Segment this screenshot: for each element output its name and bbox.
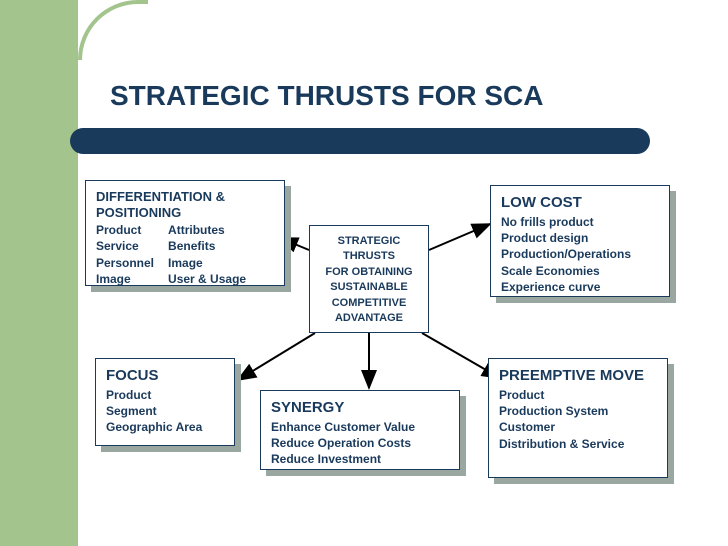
box-line: Image (96, 271, 154, 287)
left-color-strip (0, 0, 78, 546)
box-line: Scale Economies (501, 263, 659, 279)
box-title: PREEMPTIVE MOVE (499, 367, 657, 385)
arrow-line (429, 224, 490, 250)
box-title: DIFFERENTIATION & POSITIONING (96, 189, 274, 220)
box-content: FOCUS ProductSegmentGeographic Area (95, 358, 235, 446)
center-line: COMPETITIVE (316, 296, 422, 311)
box-line: Image (168, 255, 246, 271)
box-line: Segment (106, 403, 224, 419)
box-line: Experience curve (501, 279, 659, 295)
box-preemptive: PREEMPTIVE MOVE ProductProduction SystemC… (488, 358, 668, 478)
box-content: SYNERGY Enhance Customer ValueReduce Oper… (260, 390, 460, 470)
arrow-line (238, 333, 315, 380)
box-line: Production/Operations (501, 246, 659, 262)
box-line: Product (499, 387, 657, 403)
corner-accent (78, 0, 148, 60)
slide-title: STRATEGIC THRUSTS FOR SCA (110, 80, 543, 112)
center-line: STRATEGIC (316, 234, 422, 249)
box-line: Customer (499, 419, 657, 435)
box-differentiation: DIFFERENTIATION & POSITIONING ProductServ… (85, 180, 285, 286)
box-line: Personnel (96, 255, 154, 271)
box-line: Product design (501, 230, 659, 246)
box-title: LOW COST (501, 194, 659, 212)
box-line: Product (106, 387, 224, 403)
box-line: Benefits (168, 238, 246, 254)
box-line: Distribution & Service (499, 436, 657, 452)
box-line: User & Usage (168, 271, 246, 287)
box-line: Service (96, 238, 154, 254)
box-content: PREEMPTIVE MOVE ProductProduction SystemC… (488, 358, 668, 478)
box-line: Enhance Customer Value (271, 419, 449, 435)
box-content: DIFFERENTIATION & POSITIONING ProductServ… (85, 180, 285, 286)
box-line: Product (96, 222, 154, 238)
box-focus: FOCUS ProductSegmentGeographic Area (95, 358, 235, 446)
center-hub-box: STRATEGICTHRUSTSFOR OBTAININGSUSTAINABLE… (309, 225, 429, 333)
box-title: FOCUS (106, 367, 224, 385)
center-line: SUSTAINABLE (316, 280, 422, 295)
box-synergy: SYNERGY Enhance Customer ValueReduce Oper… (260, 390, 460, 470)
center-line: THRUSTS (316, 249, 422, 264)
center-line: FOR OBTAINING (316, 265, 422, 280)
box-line: No frills product (501, 214, 659, 230)
box-lowcost: LOW COST No frills productProduct designP… (490, 185, 670, 297)
box-content: LOW COST No frills productProduct designP… (490, 185, 670, 297)
box-line: Reduce Operation Costs (271, 435, 449, 451)
box-line: Geographic Area (106, 419, 224, 435)
center-line: ADVANTAGE (316, 311, 422, 326)
box-line: Reduce Investment (271, 451, 449, 467)
box-title: SYNERGY (271, 399, 449, 417)
title-underline-pill (70, 128, 650, 154)
box-line: Attributes (168, 222, 246, 238)
box-line: Production System (499, 403, 657, 419)
